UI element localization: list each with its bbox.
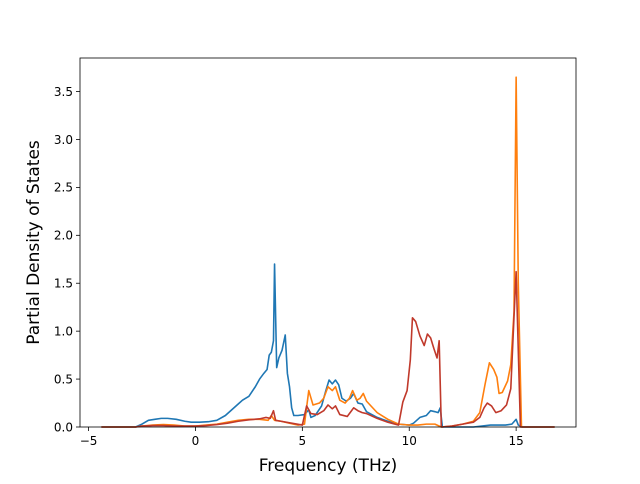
x-axis-title: Frequency (THz) (259, 456, 398, 476)
plot-background (80, 58, 576, 427)
x-tick-label: 5 (299, 434, 307, 448)
y-tick-label: 2.0 (54, 229, 73, 243)
x-tick-label: 15 (508, 434, 523, 448)
y-tick-label: 2.5 (54, 181, 73, 195)
axes-frame (79, 57, 577, 428)
y-axis-ticks: 0.0 0.5 1.0 1.5 2.0 2.5 3.0 3.5 (54, 85, 80, 434)
x-axis-ticks: −5 0 5 10 15 (80, 427, 524, 448)
y-tick-label: 1.5 (54, 277, 73, 291)
y-axis-title: Partial Density of States (24, 140, 44, 345)
x-tick-label: 0 (192, 434, 200, 448)
y-tick-label: 3.5 (54, 85, 73, 99)
y-tick-label: 0.0 (54, 420, 73, 434)
y-tick-label: 3.0 (54, 133, 73, 147)
y-tick-label: 0.5 (54, 372, 73, 386)
pdos-series-line-3 (101, 270, 555, 428)
x-tick-label: −5 (80, 434, 98, 448)
x-tick-label: 10 (402, 434, 417, 448)
y-tick-label: 1.0 (54, 324, 73, 338)
series-layer (101, 76, 555, 428)
pdos-series-line-2 (101, 76, 555, 428)
